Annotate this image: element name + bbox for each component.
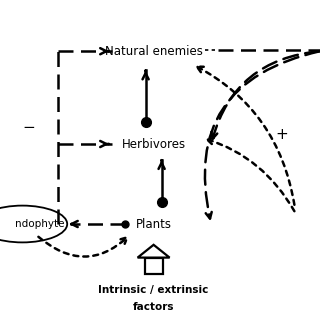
- FancyArrowPatch shape: [197, 67, 294, 205]
- Polygon shape: [145, 258, 163, 274]
- FancyArrowPatch shape: [100, 141, 109, 147]
- Text: Plants: Plants: [136, 218, 172, 230]
- Text: Intrinsic / extrinsic: Intrinsic / extrinsic: [99, 284, 209, 295]
- FancyArrowPatch shape: [72, 221, 78, 227]
- Polygon shape: [138, 245, 170, 258]
- FancyArrowPatch shape: [205, 51, 320, 219]
- FancyArrowPatch shape: [38, 237, 127, 257]
- FancyArrowPatch shape: [100, 48, 109, 54]
- Text: factors: factors: [133, 301, 174, 312]
- Text: Herbivores: Herbivores: [122, 138, 186, 150]
- FancyArrowPatch shape: [211, 51, 320, 139]
- Text: ndophyte: ndophyte: [15, 219, 65, 229]
- Text: Natural enemies: Natural enemies: [105, 45, 203, 58]
- Text: +: +: [275, 127, 288, 142]
- FancyArrowPatch shape: [142, 71, 149, 79]
- FancyArrowPatch shape: [207, 138, 294, 211]
- Text: −: −: [22, 121, 35, 135]
- FancyArrowPatch shape: [158, 160, 165, 169]
